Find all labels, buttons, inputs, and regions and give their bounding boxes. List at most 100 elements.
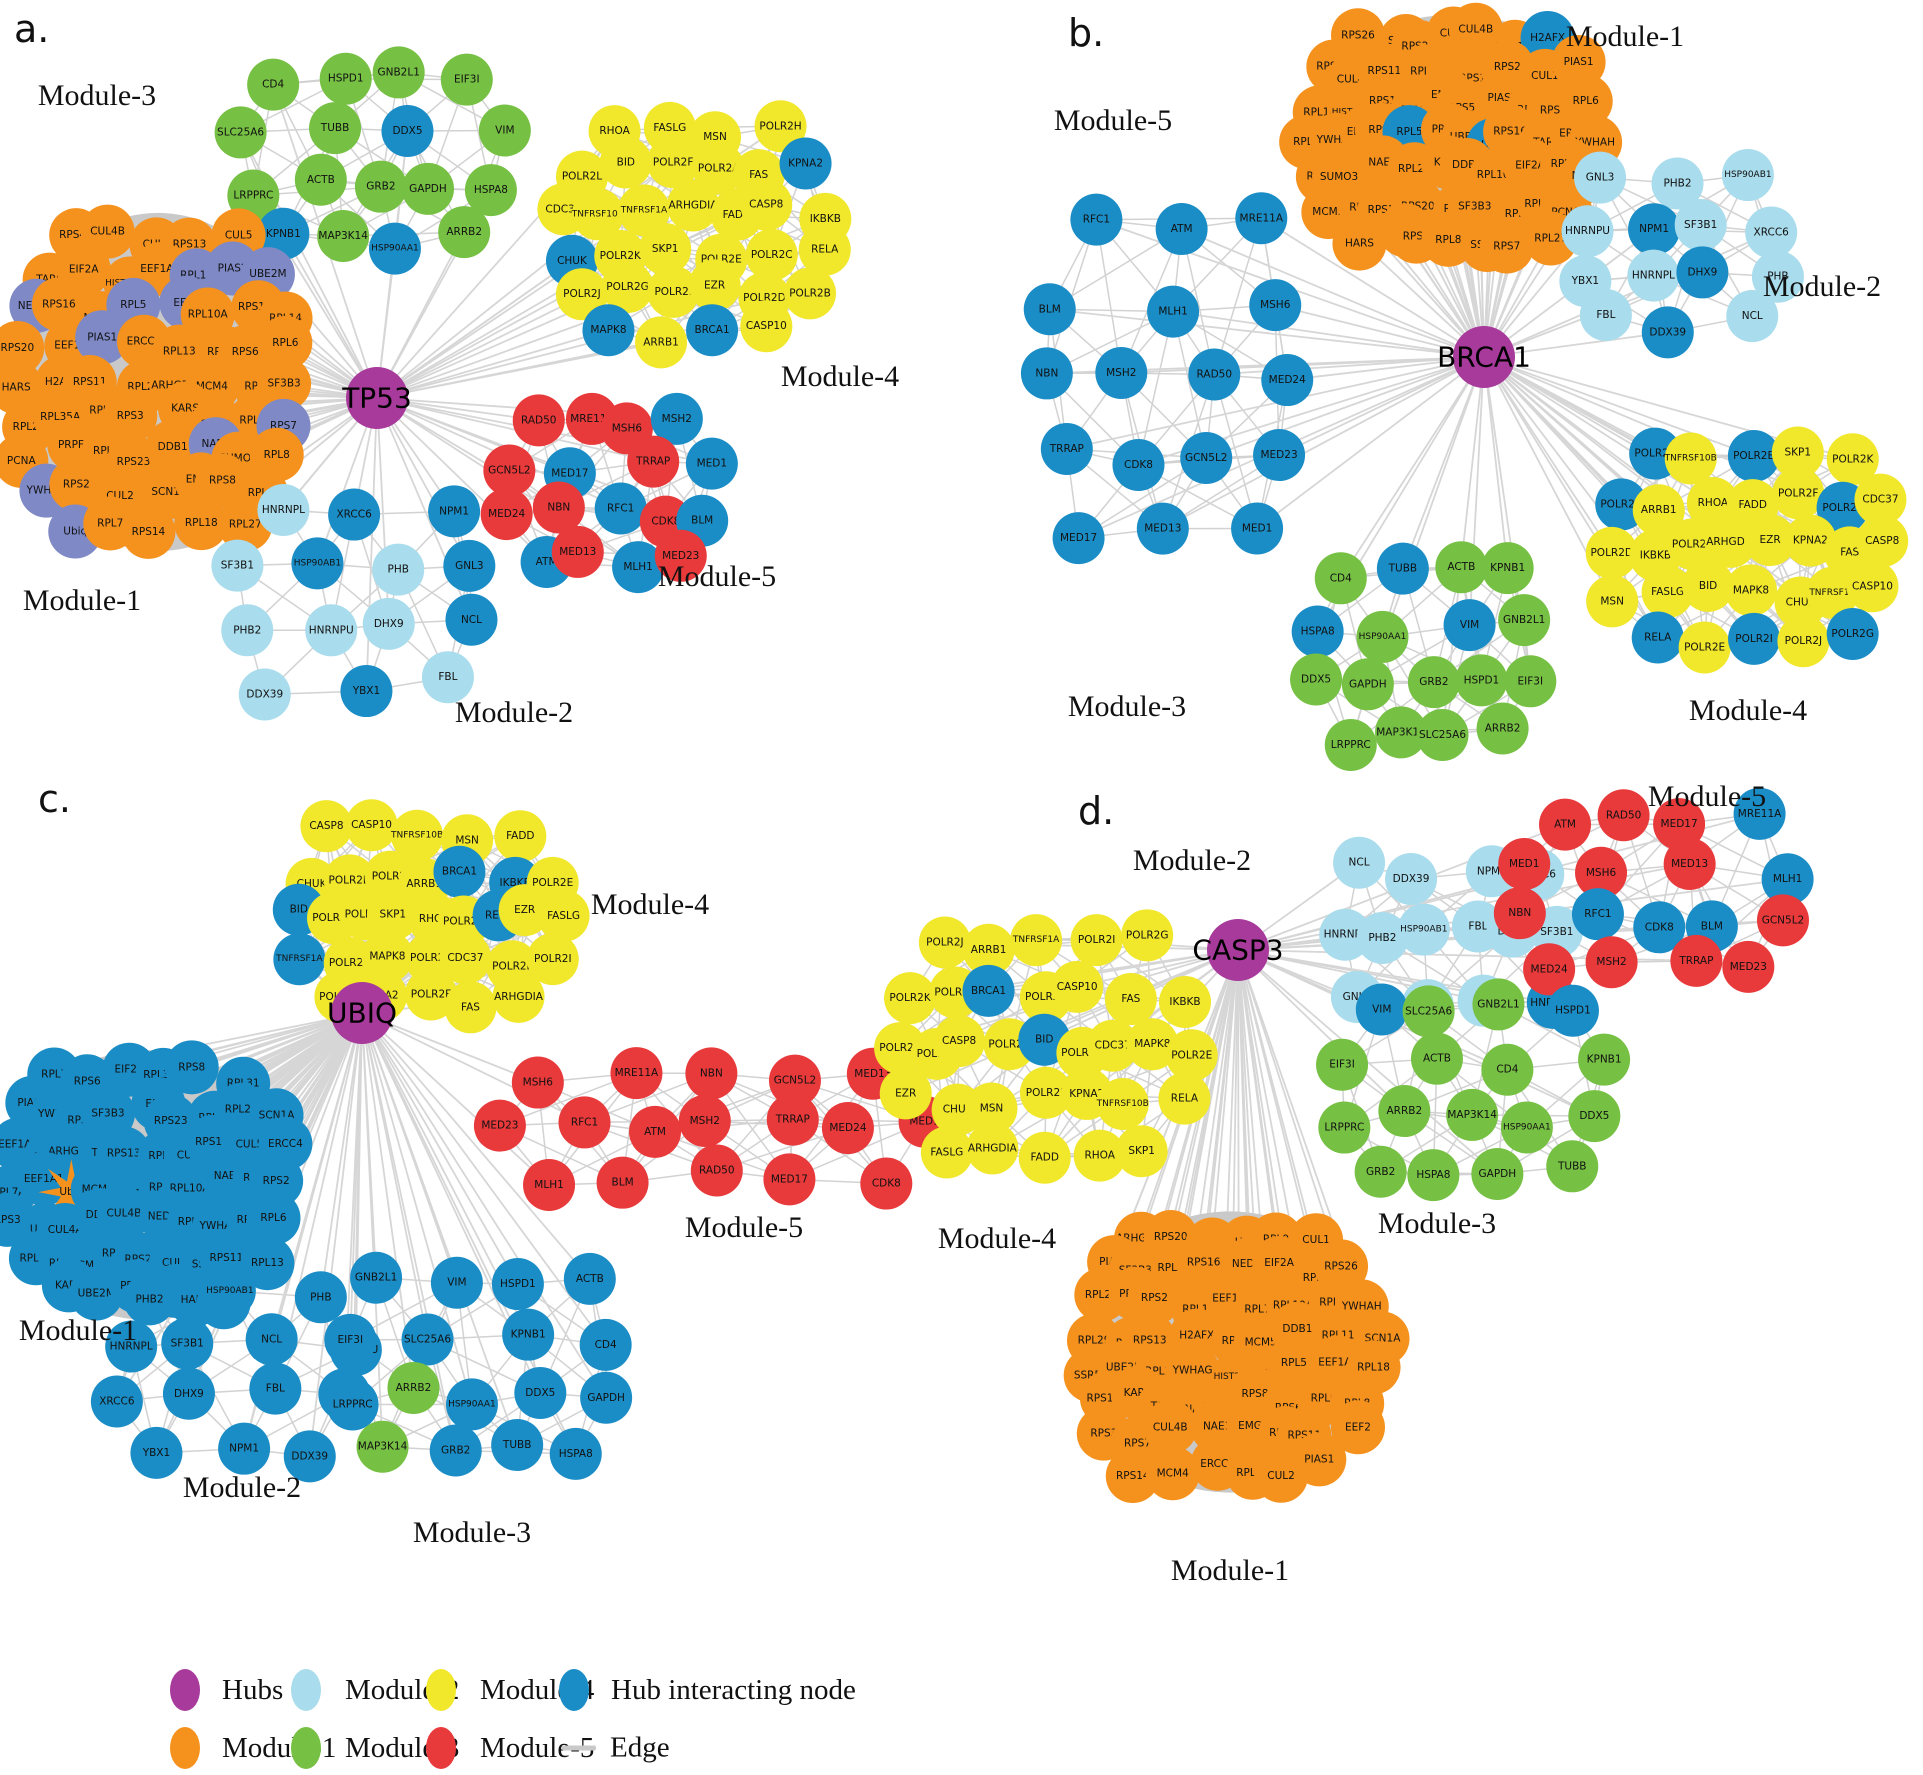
node-circle [685, 437, 738, 490]
node-label: CUL1 [1531, 70, 1559, 82]
module-label: Module-3 [413, 1516, 531, 1549]
node-RPL18: RPL18 [174, 496, 229, 551]
node-label: Ubiq [63, 526, 87, 538]
node-label: YWHAG [1172, 1365, 1213, 1377]
node-circle [1745, 206, 1798, 259]
node-label: RFC1 [1083, 214, 1110, 226]
node-HNRNPU: HNRNPU [305, 604, 358, 657]
node-circle [692, 142, 745, 195]
module-label: Module-3 [1068, 690, 1186, 723]
node-POLR2G: POLR2G [601, 261, 654, 314]
node-label: POLR2I [534, 953, 572, 965]
edge [361, 1012, 539, 1084]
node-label: POLR2F [411, 988, 451, 1000]
node-circle [49, 457, 104, 512]
node-RPS14: RPS14 [121, 504, 176, 559]
node-label: CASP10 [746, 320, 787, 332]
node-circle [512, 394, 565, 447]
node-HSPD1: HSPD1 [491, 1258, 544, 1311]
node-IKBKB: IKBKB [1159, 976, 1212, 1029]
node-label: FBL [438, 671, 457, 683]
node-GAPDH: GAPDH [1341, 658, 1394, 711]
node-label: MCM5 [1245, 1337, 1277, 1349]
node-NBN: NBN [685, 1047, 738, 1100]
node-POLR2B: POLR2B [784, 267, 837, 320]
node-CASP10: CASP10 [1846, 560, 1899, 613]
node-MED23: MED23 [1722, 940, 1775, 993]
node-RPS2: RPS2 [49, 457, 104, 512]
node-NCL: NCL [245, 1313, 298, 1366]
node-label: GAPDH [1479, 1168, 1517, 1180]
node-label: RAD50 [699, 1165, 735, 1177]
node-label: PHB [388, 564, 409, 576]
module-label: Module-5 [685, 1211, 803, 1244]
node-BRCA1: BRCA1 [686, 304, 739, 357]
node-label: H2AFX [1179, 1330, 1214, 1342]
node-label: BLM [691, 515, 713, 527]
node-label: UBE2M [78, 1288, 115, 1300]
node-label: MSH2 [690, 1115, 720, 1127]
node-DDX5: DDX5 [514, 1366, 567, 1419]
node-label: CDC37 [1862, 494, 1898, 506]
edge [376, 260, 573, 399]
node-circle [319, 52, 372, 105]
node-MLH1: MLH1 [523, 1158, 576, 1211]
node-label: HNRNPU [309, 624, 354, 636]
node-TNFRSF10B: TNFRSF10B [571, 188, 624, 241]
node-circle [666, 179, 719, 232]
node-label: KPNB1 [511, 1329, 546, 1341]
node-label: EIF2A [1264, 1257, 1294, 1269]
node-label: HSPD1 [1464, 674, 1500, 686]
node-label: ARRB1 [1641, 504, 1677, 516]
node-label: CD4 [1330, 572, 1352, 584]
node-POLR2J: POLR2J [1777, 615, 1830, 668]
edge [1287, 356, 1485, 381]
node-FBL: FBL [421, 651, 474, 704]
node-label: BLM [1701, 920, 1723, 932]
node-MED23: MED23 [654, 529, 707, 582]
node-label: GAPDH [1349, 678, 1387, 690]
node-label: HSP90AB1 [1724, 170, 1771, 180]
node-label: VIM [1372, 1003, 1391, 1015]
node-KPNB1: KPNB1 [1578, 1033, 1631, 1086]
module-label: Module-2 [1133, 844, 1251, 877]
node-label: HNRNPL [262, 504, 305, 516]
node-label: RPS3 [117, 410, 144, 422]
node-BLM: BLM [1023, 283, 1076, 336]
node-label: EIF3I [1518, 675, 1544, 687]
node-label: CDK8 [872, 1178, 901, 1190]
node-circle [174, 496, 229, 551]
node-circle [483, 444, 536, 497]
node-label: HNRNPL [1632, 270, 1675, 282]
node-label: MSH2 [1106, 367, 1136, 379]
node-label: RPS8 [178, 1061, 205, 1073]
node-label: MSH6 [1586, 867, 1617, 879]
node-circle [445, 593, 498, 646]
node-DHX9: DHX9 [162, 1367, 215, 1420]
edge [1049, 308, 1485, 358]
edge [1340, 356, 1485, 579]
node-label: PHB2 [1663, 177, 1691, 189]
node-label: VIM [447, 1277, 466, 1289]
node-label: RPS3 [0, 1214, 21, 1226]
node-label: NBN [700, 1067, 723, 1079]
node-label: CDC37 [447, 952, 483, 964]
node-POLR2A: POLR2A [692, 142, 745, 195]
node-MED23: MED23 [473, 1099, 526, 1152]
node-label: ACTB [307, 174, 335, 186]
node-EIF3I: EIF3I [1504, 655, 1557, 708]
node-label: SF3B1 [171, 1338, 204, 1350]
node-circle [647, 136, 700, 189]
node-GAPDH: GAPDH [580, 1371, 633, 1424]
node-RELA: RELA [798, 223, 851, 276]
node-label: SKP1 [1128, 1145, 1155, 1157]
node-circle [372, 46, 425, 99]
node-MED17: MED17 [1052, 512, 1105, 565]
node-CASP10: CASP10 [1051, 960, 1104, 1013]
node-circle [1721, 149, 1774, 202]
node-label: HSPD1 [500, 1278, 536, 1290]
nodes-layer: CD4 HSPD1 GNB2L1 EIF3I SLC25A6 TUBB DDX5 VIM LRP… [0, 2, 1909, 1504]
node-YBX1: YBX1 [340, 665, 393, 718]
node-POLR2G: POLR2G [1826, 608, 1879, 661]
node-TNFRSF1A: TNFRSF1A [273, 933, 326, 986]
